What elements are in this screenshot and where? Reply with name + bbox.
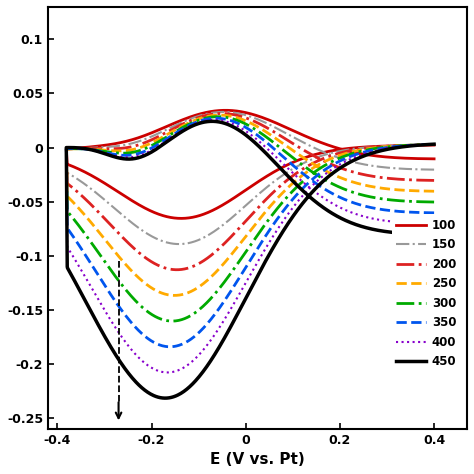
Legend: 100, 150, 200, 250, 300, 350, 400, 450: 100, 150, 200, 250, 300, 350, 400, 450	[392, 214, 461, 373]
X-axis label: E (V vs. Pt): E (V vs. Pt)	[210, 452, 305, 467]
